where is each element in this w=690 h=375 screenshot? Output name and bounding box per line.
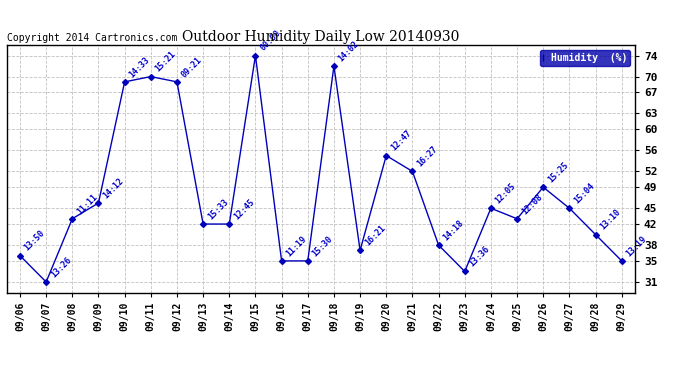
Text: 14:33: 14:33 bbox=[128, 55, 151, 79]
Text: 13:50: 13:50 bbox=[23, 229, 47, 253]
Text: 09:21: 09:21 bbox=[179, 55, 204, 79]
Text: 15:21: 15:21 bbox=[154, 50, 177, 74]
Text: 12:05: 12:05 bbox=[493, 182, 518, 206]
Text: 12:08: 12:08 bbox=[520, 192, 544, 216]
Text: 16:21: 16:21 bbox=[363, 224, 387, 248]
Text: 13:36: 13:36 bbox=[468, 244, 491, 268]
Text: 15:25: 15:25 bbox=[546, 160, 570, 184]
Text: 14:12: 14:12 bbox=[101, 176, 126, 200]
Text: 11:11: 11:11 bbox=[75, 192, 99, 216]
Text: 12:47: 12:47 bbox=[389, 129, 413, 153]
Title: Outdoor Humidity Daily Low 20140930: Outdoor Humidity Daily Low 20140930 bbox=[182, 30, 460, 44]
Text: 15:04: 15:04 bbox=[572, 182, 596, 206]
Text: Copyright 2014 Cartronics.com: Copyright 2014 Cartronics.com bbox=[7, 33, 177, 42]
Text: 15:33: 15:33 bbox=[206, 197, 230, 221]
Text: 14:02: 14:02 bbox=[337, 39, 361, 63]
Text: 00:00: 00:00 bbox=[258, 29, 282, 53]
Legend: Humidity  (%): Humidity (%) bbox=[540, 50, 630, 66]
Text: 11:19: 11:19 bbox=[284, 234, 308, 258]
Text: 15:30: 15:30 bbox=[310, 234, 335, 258]
Text: 12:45: 12:45 bbox=[232, 197, 256, 221]
Text: 14:18: 14:18 bbox=[442, 218, 465, 242]
Text: 13:26: 13:26 bbox=[49, 255, 73, 279]
Text: 13:10: 13:10 bbox=[598, 208, 622, 232]
Text: 13:19: 13:19 bbox=[624, 234, 649, 258]
Text: 16:27: 16:27 bbox=[415, 145, 440, 169]
